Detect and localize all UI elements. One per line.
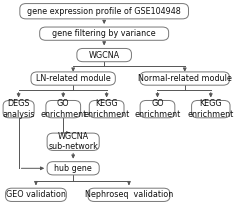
FancyBboxPatch shape: [191, 100, 230, 118]
Text: WGCNA
sub-network: WGCNA sub-network: [48, 132, 98, 152]
FancyBboxPatch shape: [5, 188, 66, 202]
FancyBboxPatch shape: [40, 27, 169, 40]
FancyBboxPatch shape: [46, 100, 81, 118]
Text: GO
enrichment: GO enrichment: [134, 99, 181, 119]
Text: GO
enrichment: GO enrichment: [40, 99, 86, 119]
FancyBboxPatch shape: [47, 162, 99, 175]
FancyBboxPatch shape: [31, 72, 115, 85]
Text: WGCNA: WGCNA: [89, 51, 120, 60]
Text: Normal-related module: Normal-related module: [138, 74, 232, 83]
Text: gene filtering by variance: gene filtering by variance: [52, 29, 156, 38]
FancyBboxPatch shape: [140, 72, 229, 85]
FancyBboxPatch shape: [77, 49, 131, 62]
FancyBboxPatch shape: [20, 4, 188, 19]
FancyBboxPatch shape: [3, 100, 34, 118]
Text: gene expression profile of GSE104948: gene expression profile of GSE104948: [27, 7, 181, 16]
FancyBboxPatch shape: [140, 100, 175, 118]
Text: DEGS
analysis: DEGS analysis: [2, 99, 35, 119]
Text: hub gene: hub gene: [54, 164, 92, 173]
FancyBboxPatch shape: [89, 100, 124, 118]
Text: Nephroseq  validation: Nephroseq validation: [85, 190, 173, 199]
FancyBboxPatch shape: [47, 133, 99, 151]
Text: KEGG
enrichment: KEGG enrichment: [188, 99, 234, 119]
FancyBboxPatch shape: [88, 188, 170, 202]
Text: GEO validation: GEO validation: [6, 190, 66, 199]
Text: KEGG
enrichment: KEGG enrichment: [84, 99, 130, 119]
Text: LN-related module: LN-related module: [36, 74, 111, 83]
